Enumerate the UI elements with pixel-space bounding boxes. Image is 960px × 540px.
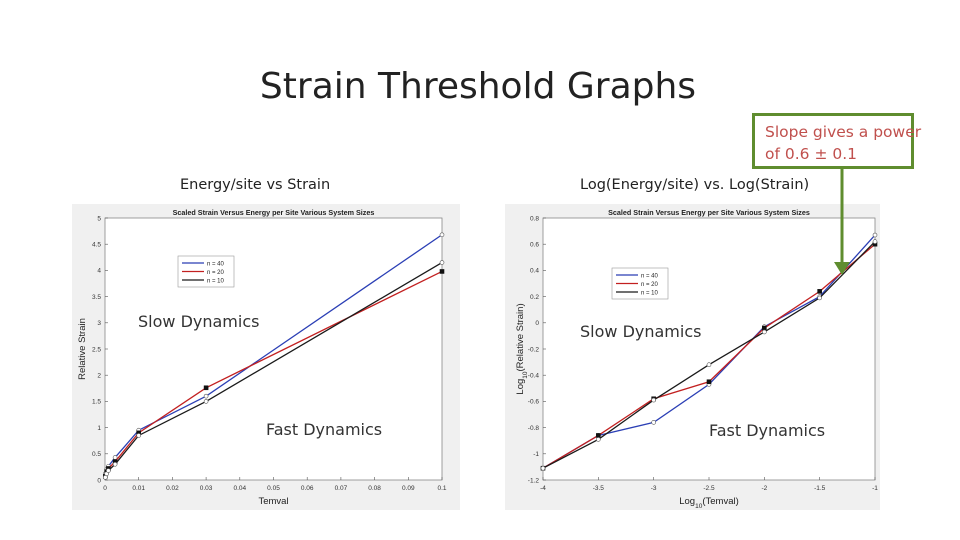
legend-entry: n = 10	[641, 290, 659, 296]
data-point	[706, 362, 712, 368]
x-tick-label: -3	[651, 485, 657, 492]
y-tick-label: -1.2	[528, 477, 540, 484]
y-tick-label: -0.2	[528, 346, 540, 353]
data-point	[706, 379, 712, 385]
plot-area	[542, 217, 876, 481]
plot-area	[104, 217, 443, 481]
x-tick-label: 0.06	[301, 485, 314, 492]
legend-entry: n = 40	[641, 273, 659, 279]
x-axis-label: Log10(Temval)	[679, 496, 739, 510]
linear-strain-chart: Scaled Strain Versus Energy per Site Var…	[72, 204, 460, 510]
slope-note-line-2: of 0.6 ± 0.1	[765, 145, 858, 163]
data-point	[112, 455, 118, 460]
x-tick-label: 0.03	[200, 485, 213, 492]
x-tick-label: 0.07	[335, 485, 348, 492]
y-tick-label: 2	[97, 373, 101, 380]
slope-note-line-1: Slope gives a power	[765, 123, 922, 141]
data-point	[872, 239, 878, 244]
y-tick-label: -0.4	[528, 373, 540, 380]
x-tick-label: 0.1	[437, 485, 446, 492]
data-point	[817, 295, 822, 301]
x-tick-label: -2	[761, 485, 767, 492]
x-tick-label: -1	[872, 485, 878, 492]
data-point	[762, 329, 767, 335]
data-point	[106, 468, 111, 473]
log-strain-chart: Scaled Strain Versus Energy per Site Var…	[505, 204, 880, 510]
right-slow-dynamics-label: Slow Dynamics	[580, 322, 702, 341]
x-tick-label: 0.05	[267, 485, 280, 492]
data-point	[203, 399, 209, 404]
legend-entry: n = 40	[207, 261, 225, 267]
legend-entry: n = 10	[207, 278, 225, 284]
y-tick-label: 4	[97, 268, 101, 275]
legend-entry: n = 20	[207, 270, 225, 276]
data-point	[203, 385, 209, 391]
data-point	[136, 433, 141, 438]
left-fast-dynamics-label: Fast Dynamics	[266, 420, 383, 439]
y-tick-label: 0.8	[530, 215, 539, 222]
y-tick-label: 2.5	[92, 346, 101, 353]
x-tick-label: 0	[103, 485, 107, 492]
y-axis-label: Log10(Relative Strain)	[515, 303, 529, 394]
data-point	[439, 260, 445, 265]
x-tick-label: 0.02	[166, 485, 179, 492]
x-tick-label: -2.5	[703, 485, 715, 492]
y-tick-label: 5	[97, 215, 101, 222]
x-tick-label: 0.09	[402, 485, 415, 492]
y-tick-label: -0.8	[528, 425, 540, 432]
x-tick-label: 0.08	[368, 485, 381, 492]
x-tick-label: 0.04	[233, 485, 246, 492]
y-tick-label: 0	[535, 320, 539, 327]
y-tick-label: 0.6	[530, 242, 539, 249]
x-tick-label: -4	[540, 485, 546, 492]
slide-title: Strain Threshold Graphs	[259, 66, 697, 107]
right-chart-caption: Log(Energy/site) vs. Log(Strain)	[580, 177, 810, 193]
data-point	[439, 232, 445, 238]
left-slow-dynamics-label: Slow Dynamics	[138, 312, 260, 331]
data-point	[651, 420, 656, 425]
x-tick-label: -3.5	[593, 485, 605, 492]
y-tick-label: 0.4	[530, 268, 539, 275]
data-point	[439, 269, 445, 274]
data-point	[872, 232, 878, 238]
data-point	[817, 289, 822, 294]
y-tick-label: 1.5	[92, 399, 101, 406]
data-point	[651, 397, 656, 403]
data-point	[596, 433, 601, 438]
y-axis-label: Relative Strain	[77, 318, 88, 380]
chart-title: Scaled Strain Versus Energy per Site Var…	[608, 208, 810, 217]
data-point	[112, 461, 118, 467]
y-tick-label: 0.2	[530, 294, 539, 301]
data-point	[540, 465, 546, 471]
y-tick-label: 3	[97, 320, 101, 327]
x-axis-label: Temval	[258, 496, 288, 507]
left-chart-caption: Energy/site vs Strain	[180, 177, 331, 193]
y-tick-label: 4.5	[92, 242, 101, 249]
data-point	[596, 437, 601, 442]
y-tick-label: 1	[97, 425, 101, 432]
y-tick-label: 0.5	[92, 451, 101, 458]
right-fast-dynamics-label: Fast Dynamics	[709, 421, 826, 440]
y-tick-label: -0.6	[528, 399, 540, 406]
x-tick-label: 0.01	[132, 485, 145, 492]
chart-title: Scaled Strain Versus Energy per Site Var…	[173, 208, 375, 217]
y-tick-label: -1	[533, 451, 539, 458]
slope-note-box: Slope gives a power of 0.6 ± 0.1	[752, 113, 922, 169]
legend-entry: n = 20	[641, 282, 659, 288]
data-point	[762, 325, 767, 331]
x-tick-label: -1.5	[814, 485, 826, 492]
y-tick-label: 3.5	[92, 294, 101, 301]
data-point	[203, 393, 209, 399]
y-tick-label: 0	[97, 477, 101, 484]
